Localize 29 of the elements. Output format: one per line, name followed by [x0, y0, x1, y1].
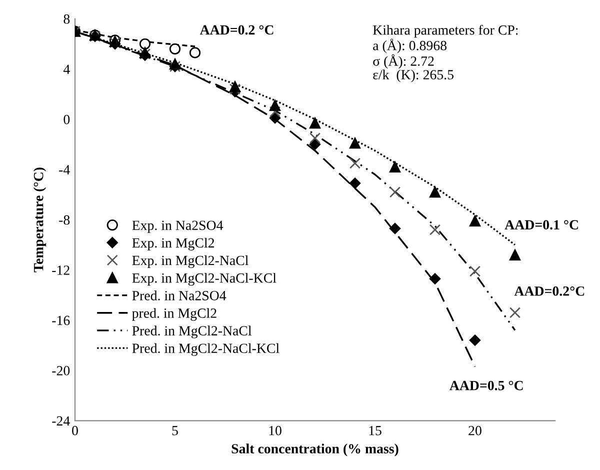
annotation: AAD=0.5 °C: [450, 380, 523, 390]
annotation: AAD=0.2 °C: [200, 25, 274, 35]
legend-label: Exp. in MgCl2: [132, 238, 214, 250]
y-tick-label: -16: [52, 316, 70, 326]
legend-label: pred. in MgCl2: [132, 308, 216, 321]
x-tick-label: 0: [72, 426, 78, 436]
x-axis-title: Salt concentration (% mass): [232, 444, 398, 456]
y-tick-label: 4: [63, 64, 70, 74]
legend-label: Exp. in Na2SO4: [132, 220, 224, 233]
x-tick-label: 20: [468, 426, 482, 436]
y-tick-label: -4: [59, 165, 70, 174]
annotation: AAD=0.2°C: [514, 286, 584, 296]
annotation: AAD=0.1 °C: [504, 220, 578, 230]
legend-label: Pred. in MgCl2-NaCl: [132, 326, 252, 338]
y-tick-label: 8: [64, 14, 70, 24]
legend-label: Exp. in MgCl2-NaCl-KCl: [132, 272, 276, 286]
y-tick-label: -8: [59, 215, 70, 225]
y-tick-label: -12: [52, 266, 70, 275]
y-tick-label: -24: [52, 416, 70, 426]
annotation: Kihara parameters for CP: a (Å): 0.8968 σ (Å): 2.72 ε/k (K): 265.5: [373, 24, 518, 82]
x-tick-label: 10: [269, 426, 282, 436]
y-tick-label: 0: [64, 114, 70, 124]
legend-label: Pred. in Na2SO4: [132, 290, 226, 300]
legend-label: Exp. in MgCl2-NaCl: [132, 255, 248, 268]
x-tick-label: 15: [369, 426, 382, 436]
x-tick-label: 5: [172, 426, 178, 436]
y-tick-label: -20: [52, 366, 70, 376]
y-axis-title: Temperature (°C): [33, 168, 46, 272]
legend-label: Pred. in MgCl2-NaCl-KCl: [132, 343, 280, 356]
